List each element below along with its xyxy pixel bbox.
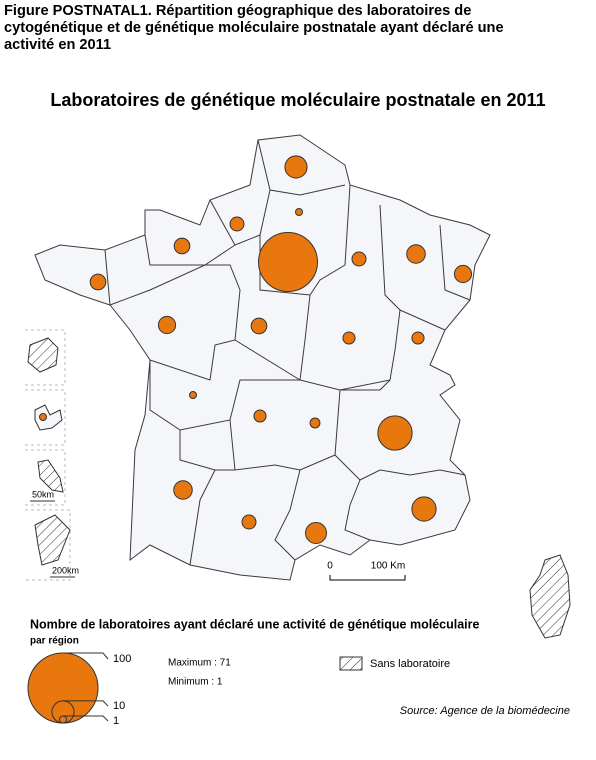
region-bubble <box>406 244 426 264</box>
legend-leader <box>63 700 109 707</box>
region-bubble <box>173 237 191 255</box>
legend-subtitle: par région <box>30 636 79 647</box>
legend-hatch-label: Sans laboratoire <box>370 658 450 670</box>
legend-leader <box>63 715 109 722</box>
legend-bubble <box>27 652 99 724</box>
region-bubble <box>411 331 425 345</box>
region-borders <box>104 139 471 566</box>
region-bubble <box>411 496 437 522</box>
corsica <box>529 554 571 639</box>
legend-size-label: 10 <box>113 700 125 712</box>
legend-min: Minimum : 1 <box>168 677 223 688</box>
region-bubble <box>453 264 473 284</box>
region-bubble <box>258 232 318 292</box>
legend-hatch <box>339 656 363 671</box>
region-bubble <box>253 409 267 423</box>
map-title: Laboratoires de génétique moléculaire po… <box>50 90 545 110</box>
legend-max: Maximum : 71 <box>168 658 231 669</box>
scale-label: 50km <box>32 489 54 499</box>
scale-label: 200km <box>52 565 79 575</box>
scale-label: 0 <box>327 561 333 572</box>
region-bubble <box>89 273 107 291</box>
region-bubble <box>342 331 356 345</box>
region-bubble <box>229 216 245 232</box>
scale-label: 100 Km <box>371 561 405 572</box>
region-bubble <box>157 315 177 335</box>
region-bubble <box>284 155 308 179</box>
figure-title: Figure POSTNATAL1. Répartition géographi… <box>4 3 504 53</box>
region-bubble <box>305 522 327 544</box>
region-bubble <box>241 514 257 530</box>
region-bubble <box>173 480 193 500</box>
region-bubble <box>39 413 47 421</box>
legend-size-label: 100 <box>113 653 131 665</box>
source: Source: Agence de la biomédecine <box>400 705 570 717</box>
region-bubble <box>189 391 197 399</box>
region-bubble <box>377 415 413 451</box>
legend-leader <box>63 652 109 660</box>
overseas-insets <box>25 329 75 581</box>
region-bubble <box>295 208 303 216</box>
legend-title: Nombre de laboratoires ayant déclaré une… <box>30 617 480 631</box>
legend-size-label: 1 <box>113 715 119 727</box>
region-bubble <box>309 417 321 429</box>
scale-bar <box>329 575 406 581</box>
region-bubble <box>250 317 268 335</box>
region-bubble <box>351 251 367 267</box>
